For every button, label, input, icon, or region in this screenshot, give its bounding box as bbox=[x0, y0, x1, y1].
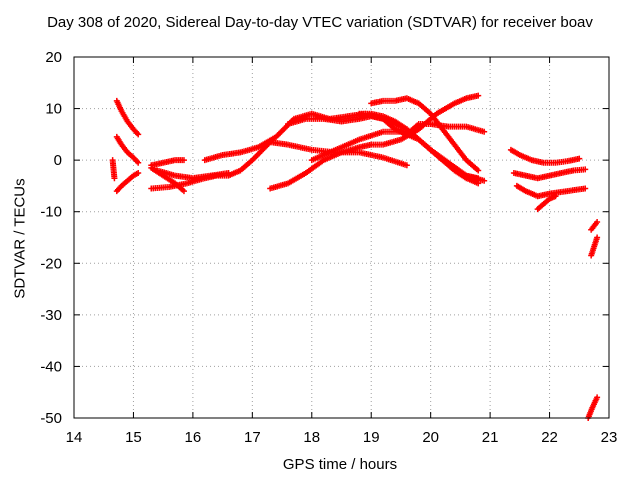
x-tick-label: 21 bbox=[482, 429, 499, 446]
series-arc-t bbox=[588, 234, 601, 259]
x-tick-label: 15 bbox=[125, 429, 142, 446]
data-point bbox=[576, 155, 583, 162]
y-tick-label: 10 bbox=[45, 101, 62, 118]
series-arc-s bbox=[588, 219, 601, 233]
series-arc-k bbox=[267, 92, 482, 192]
x-tick-label: 18 bbox=[303, 429, 320, 446]
data-points bbox=[109, 92, 601, 421]
data-point bbox=[594, 394, 601, 401]
chart-title: Day 308 of 2020, Sidereal Day-to-day VTE… bbox=[47, 14, 593, 31]
data-point bbox=[225, 170, 232, 177]
data-point bbox=[475, 175, 482, 182]
data-point bbox=[135, 159, 142, 166]
series-arc-h bbox=[154, 167, 232, 182]
data-point bbox=[180, 188, 187, 195]
y-tick-label: -40 bbox=[40, 358, 62, 375]
x-tick-label: 20 bbox=[422, 429, 439, 446]
plot-frame bbox=[73, 56, 610, 419]
series-arc-p bbox=[510, 166, 589, 182]
y-tick-label: 0 bbox=[54, 152, 62, 169]
series-arc-q bbox=[513, 182, 589, 200]
y-tick-label: -30 bbox=[40, 307, 62, 324]
series-arc-d bbox=[113, 170, 142, 195]
x-tick-label: 19 bbox=[363, 429, 380, 446]
x-tick-label: 23 bbox=[601, 429, 618, 446]
data-point bbox=[552, 193, 559, 200]
data-point bbox=[475, 180, 482, 187]
y-tick-label: -10 bbox=[40, 204, 62, 221]
series-arc-e bbox=[148, 157, 187, 169]
data-point bbox=[475, 167, 482, 174]
series-arc-r bbox=[534, 193, 559, 213]
axis-ticks: 14 15 16 17 18 19 20 21 22 23 -50 -40 -30 -20 -10 0 10 20 bbox=[40, 49, 617, 446]
data-point bbox=[403, 162, 410, 169]
data-point bbox=[582, 166, 589, 173]
series-arc-b bbox=[113, 133, 142, 166]
data-point bbox=[594, 219, 601, 226]
data-point bbox=[135, 170, 142, 177]
data-point bbox=[481, 177, 488, 184]
y-tick-label: -50 bbox=[40, 410, 62, 427]
data-point bbox=[135, 131, 142, 138]
grid bbox=[74, 57, 609, 418]
data-point bbox=[475, 92, 482, 99]
series-arc-m bbox=[368, 95, 482, 174]
series-arc-n bbox=[356, 110, 482, 182]
x-tick-label: 22 bbox=[541, 429, 558, 446]
x-tick-label: 17 bbox=[244, 429, 261, 446]
x-tick-label: 16 bbox=[185, 429, 202, 446]
data-point bbox=[180, 157, 187, 164]
data-point bbox=[111, 175, 118, 182]
series-arc-c bbox=[109, 157, 118, 182]
data-point bbox=[594, 234, 601, 241]
data-point bbox=[481, 128, 488, 135]
data-point bbox=[582, 185, 589, 192]
series-arc-u bbox=[585, 394, 601, 421]
y-tick-label: -20 bbox=[40, 255, 62, 272]
series-arc-a bbox=[113, 97, 142, 138]
y-tick-label: 20 bbox=[45, 49, 62, 66]
series-arc-o bbox=[507, 146, 583, 166]
x-tick-label: 14 bbox=[66, 429, 83, 446]
x-axis-label: GPS time / hours bbox=[282, 456, 398, 473]
